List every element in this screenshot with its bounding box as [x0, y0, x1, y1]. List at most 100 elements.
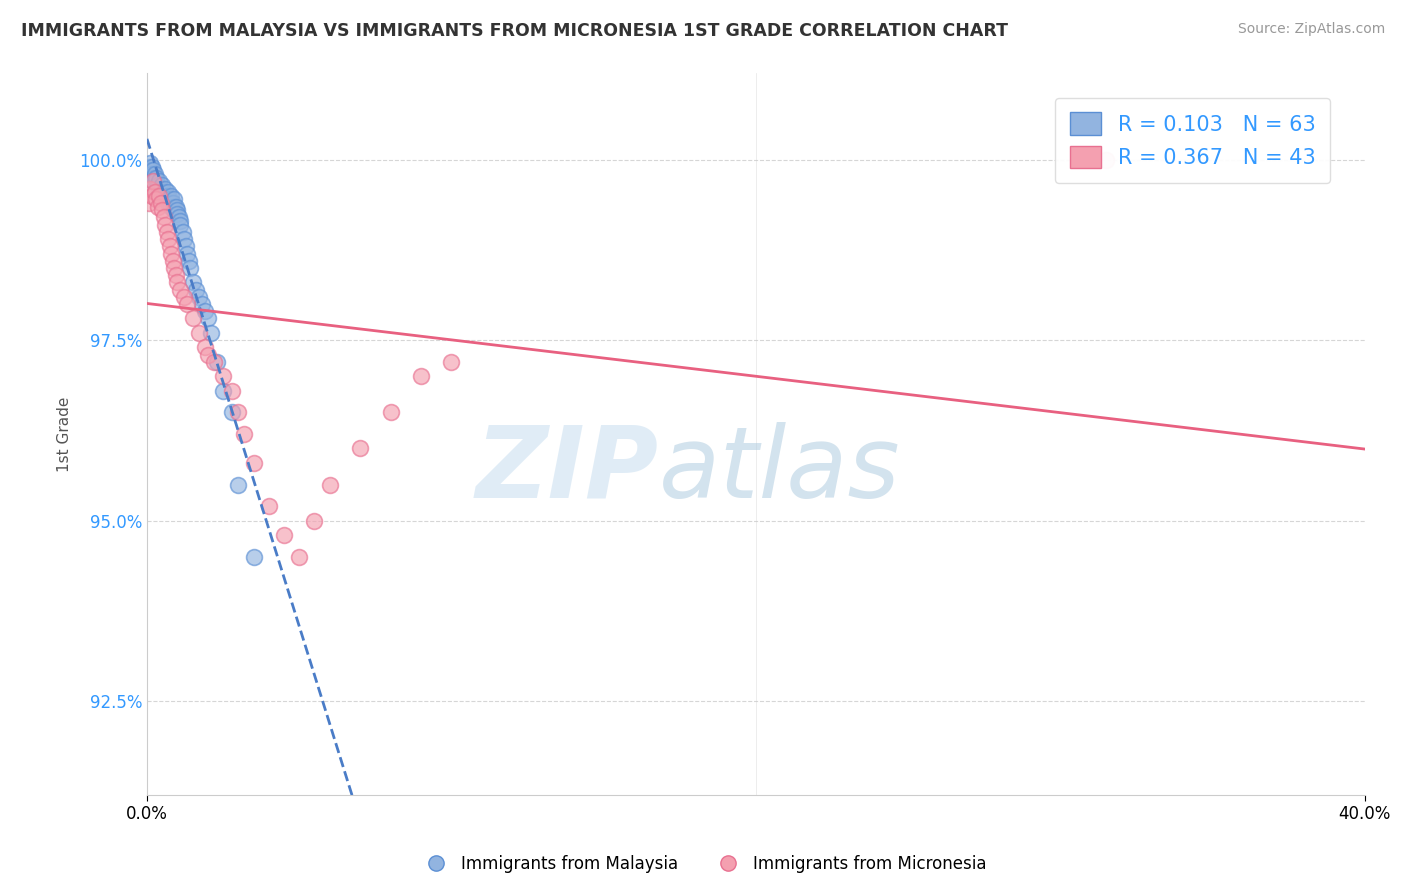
Point [173, 290, 195, 304]
Point [145, 192, 167, 206]
Point [148, 174, 170, 188]
Point [146, 200, 169, 214]
Point [187, 326, 209, 340]
Point [169, 283, 191, 297]
Point [152, 211, 174, 225]
Point [145, 170, 167, 185]
Text: Source: ZipAtlas.com: Source: ZipAtlas.com [1237, 22, 1385, 37]
Point [194, 304, 217, 318]
Point [148, 188, 170, 202]
Point [143, 167, 166, 181]
Point [165, 200, 187, 214]
Point [142, 163, 165, 178]
Point [166, 276, 188, 290]
Point [138, 163, 160, 178]
Point [150, 203, 173, 218]
Point [160, 200, 183, 214]
Point [242, 549, 264, 564]
Point [150, 178, 173, 192]
Point [409, 369, 432, 384]
Point [157, 232, 180, 246]
Point [149, 181, 172, 195]
Point [179, 260, 201, 275]
Point [212, 384, 235, 398]
Point [242, 456, 264, 470]
Point [159, 192, 181, 206]
Point [138, 160, 160, 174]
Point [257, 500, 280, 514]
Point [157, 185, 180, 199]
Point [142, 174, 165, 188]
Point [157, 196, 180, 211]
Point [202, 355, 225, 369]
Point [139, 163, 162, 178]
Point [233, 427, 256, 442]
Point [221, 384, 243, 398]
Point [150, 185, 173, 199]
Point [165, 268, 187, 282]
Point [228, 477, 250, 491]
Point [205, 355, 228, 369]
Point [145, 174, 167, 188]
Point [173, 232, 195, 246]
Point [156, 192, 179, 206]
Legend: Immigrants from Malaysia, Immigrants from Micronesia: Immigrants from Malaysia, Immigrants fro… [413, 848, 993, 880]
Point [139, 167, 162, 181]
Point [318, 477, 340, 491]
Point [163, 260, 186, 275]
Y-axis label: 1st Grade: 1st Grade [58, 396, 72, 472]
Point [160, 188, 183, 202]
Point [169, 218, 191, 232]
Point [380, 405, 402, 419]
Point [155, 218, 177, 232]
Point [156, 225, 179, 239]
Point [155, 192, 177, 206]
Point [194, 340, 217, 354]
Point [228, 405, 250, 419]
Point [304, 514, 326, 528]
Point [163, 203, 186, 218]
Point [162, 196, 184, 211]
Point [172, 225, 194, 239]
Point [152, 185, 174, 199]
Point [141, 170, 163, 185]
Point [141, 167, 163, 181]
Point [1095, 153, 1118, 167]
Point [166, 207, 188, 221]
Point [176, 246, 198, 260]
Text: IMMIGRANTS FROM MALAYSIA VS IMMIGRANTS FROM MICRONESIA 1ST GRADE CORRELATION CHA: IMMIGRANTS FROM MALAYSIA VS IMMIGRANTS F… [21, 22, 1008, 40]
Point [221, 405, 243, 419]
Point [163, 200, 186, 214]
Point [150, 188, 173, 202]
Point [200, 326, 222, 340]
Point [143, 185, 166, 199]
Point [440, 355, 463, 369]
Point [212, 369, 235, 384]
Point [160, 246, 183, 260]
Point [159, 239, 181, 253]
Point [153, 188, 176, 202]
Point [197, 348, 219, 362]
Point [167, 211, 190, 225]
Point [197, 311, 219, 326]
Point [184, 283, 207, 297]
Point [142, 174, 165, 188]
Point [141, 188, 163, 202]
Point [156, 188, 179, 202]
Point [139, 156, 162, 170]
Point [148, 185, 170, 199]
Point [139, 181, 162, 195]
Point [273, 528, 295, 542]
Point [181, 276, 204, 290]
Point [146, 178, 169, 192]
Point [174, 239, 197, 253]
Point [148, 181, 170, 195]
Point [169, 214, 191, 228]
Point [145, 181, 167, 195]
Point [159, 196, 181, 211]
Text: atlas: atlas [658, 422, 900, 518]
Point [176, 297, 198, 311]
Point [166, 203, 188, 218]
Point [177, 253, 200, 268]
Point [191, 297, 214, 311]
